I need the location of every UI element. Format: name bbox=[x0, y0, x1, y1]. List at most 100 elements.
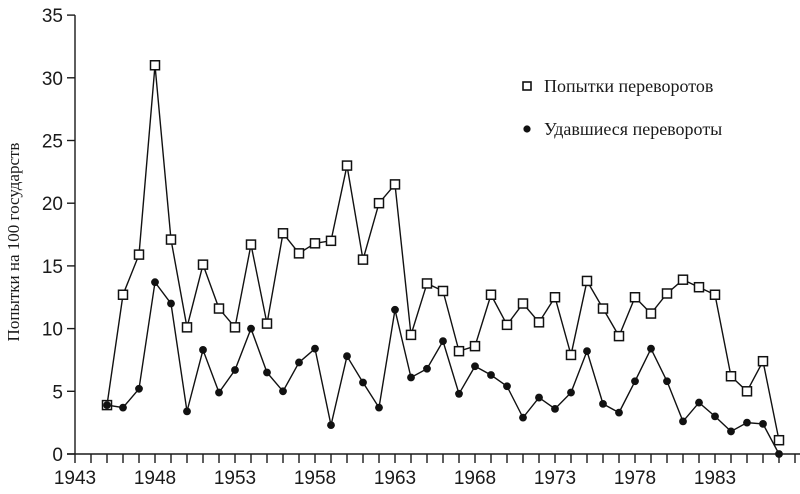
filled-circle-marker bbox=[631, 377, 639, 386]
open-square-marker bbox=[213, 303, 225, 314]
y-tick-label: 30 bbox=[42, 69, 63, 90]
filled-circle-marker bbox=[263, 368, 271, 377]
filled-circle-marker bbox=[471, 362, 479, 371]
open-square-marker bbox=[501, 319, 513, 331]
legend-item-successful: Удавшиеся перевороты bbox=[523, 119, 722, 139]
open-square-marker bbox=[725, 371, 737, 382]
open-square-marker bbox=[165, 234, 177, 245]
open-square-marker bbox=[437, 285, 449, 297]
open-square-marker bbox=[597, 303, 609, 314]
open-square-marker bbox=[757, 355, 769, 367]
filled-circle-marker bbox=[647, 344, 655, 353]
filled-circle-marker bbox=[183, 407, 191, 416]
series-successful-coups bbox=[103, 278, 783, 458]
x-tick-label: 1973 bbox=[534, 468, 576, 489]
filled-circle-marker bbox=[423, 364, 431, 373]
y-tick-label: 15 bbox=[42, 257, 63, 278]
legend-label-successful: Удавшиеся перевороты bbox=[544, 119, 722, 139]
filled-circle-marker bbox=[391, 305, 399, 314]
open-square-marker bbox=[373, 197, 385, 209]
filled-circle-marker bbox=[103, 401, 111, 409]
y-tick-label: 20 bbox=[42, 194, 63, 215]
filled-circle-marker bbox=[455, 389, 463, 398]
filled-circle-marker bbox=[711, 412, 719, 421]
open-square-marker bbox=[277, 228, 289, 239]
filled-circle-marker bbox=[551, 404, 559, 413]
filled-circle-marker bbox=[359, 378, 367, 387]
open-square-marker bbox=[533, 317, 545, 328]
open-square-marker bbox=[453, 345, 465, 357]
open-square-marker bbox=[357, 254, 369, 265]
filled-circle-marker bbox=[615, 408, 623, 417]
open-square-marker bbox=[229, 322, 241, 333]
x-tick-label: 1948 bbox=[134, 468, 176, 489]
filled-circle-marker bbox=[743, 418, 751, 427]
filled-circle-marker bbox=[503, 382, 511, 391]
x-tick-label: 1978 bbox=[614, 468, 656, 489]
filled-circle-marker bbox=[151, 278, 159, 287]
filled-circle-icon bbox=[523, 125, 531, 133]
filled-circle-marker bbox=[327, 421, 335, 430]
open-square-marker bbox=[581, 275, 593, 287]
x-axis: 1943 1948 1953 1958 1963 1968 1973 1978 1983 bbox=[54, 453, 800, 489]
filled-circle-marker bbox=[439, 337, 447, 346]
open-square-marker bbox=[245, 239, 257, 250]
open-square-marker bbox=[181, 322, 193, 333]
legend-label-attempts: Попытки переворотов bbox=[544, 76, 713, 96]
filled-circle-marker bbox=[407, 373, 415, 382]
open-square-marker bbox=[421, 278, 433, 289]
filled-circle-marker bbox=[279, 387, 287, 396]
open-square-marker bbox=[645, 308, 657, 319]
filled-circle-marker bbox=[199, 346, 207, 354]
open-square-marker bbox=[325, 235, 337, 247]
open-square-marker bbox=[773, 434, 785, 446]
y-tick-label: 0 bbox=[52, 445, 63, 466]
filled-circle-marker bbox=[119, 403, 127, 412]
open-square-marker bbox=[629, 292, 641, 303]
filled-circle-marker bbox=[679, 417, 687, 426]
open-square-marker bbox=[117, 289, 129, 300]
open-square-marker bbox=[565, 349, 577, 361]
filled-circle-marker bbox=[695, 398, 703, 407]
filled-circle-marker bbox=[727, 427, 735, 436]
filled-circle-marker bbox=[343, 352, 351, 361]
open-square-icon bbox=[522, 81, 532, 91]
filled-circle-marker bbox=[599, 399, 607, 408]
open-square-marker bbox=[693, 281, 705, 293]
open-square-marker bbox=[709, 289, 721, 300]
filled-circle-marker bbox=[519, 413, 527, 422]
open-square-marker bbox=[613, 330, 625, 342]
x-tick-label: 1953 bbox=[214, 468, 256, 489]
y-axis: 0 5 10 15 20 25 30 35 bbox=[42, 6, 76, 466]
series-coup-attempts bbox=[101, 60, 785, 446]
filled-circle-marker bbox=[663, 377, 671, 386]
filled-circle-marker bbox=[247, 324, 255, 333]
open-square-marker bbox=[517, 298, 529, 309]
open-square-marker bbox=[293, 248, 305, 259]
filled-circle-marker bbox=[295, 358, 303, 367]
y-tick-label: 10 bbox=[42, 320, 63, 341]
filled-circle-marker bbox=[583, 347, 591, 356]
filled-circle-marker bbox=[759, 420, 767, 428]
x-tick-label: 1963 bbox=[374, 468, 416, 489]
open-square-marker bbox=[485, 289, 497, 300]
open-square-marker bbox=[261, 318, 273, 329]
filled-circle-marker bbox=[231, 366, 239, 374]
open-square-marker bbox=[389, 179, 401, 190]
open-square-marker bbox=[469, 340, 481, 352]
filled-circle-marker bbox=[375, 403, 383, 412]
y-tick-label: 35 bbox=[42, 6, 63, 27]
filled-circle-marker bbox=[215, 388, 223, 397]
open-square-marker bbox=[197, 259, 209, 270]
open-square-marker bbox=[677, 274, 689, 285]
y-tick-label: 5 bbox=[52, 382, 63, 403]
open-square-marker bbox=[661, 288, 673, 299]
y-tick-label: 25 bbox=[42, 132, 63, 153]
legend-item-attempts: Попытки переворотов bbox=[522, 76, 713, 96]
x-tick-label: 1983 bbox=[694, 468, 736, 489]
open-square-marker bbox=[405, 329, 417, 341]
filled-circle-marker bbox=[567, 388, 575, 397]
open-square-marker bbox=[549, 292, 561, 303]
open-square-marker bbox=[309, 238, 321, 249]
